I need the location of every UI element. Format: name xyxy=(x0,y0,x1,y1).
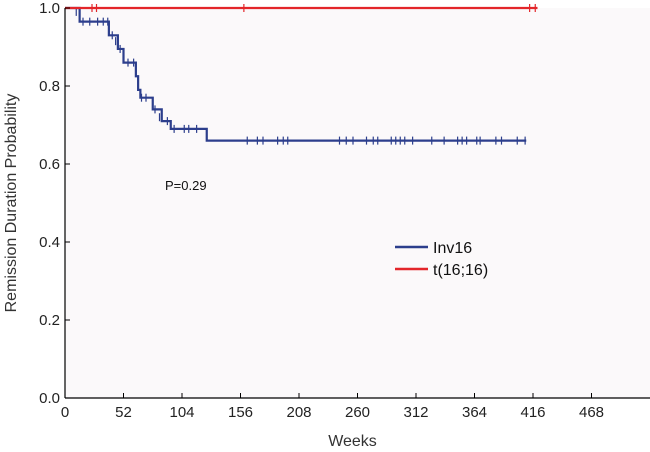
x-tick-label: 468 xyxy=(579,404,604,421)
x-tick-label: 312 xyxy=(403,404,428,421)
y-tick-label: 0.8 xyxy=(39,78,60,95)
y-tick-label: 0.2 xyxy=(39,312,60,329)
y-tick-label: 1.0 xyxy=(39,0,60,17)
x-axis-title: Weeks xyxy=(328,433,377,450)
y-tick-label: 0.4 xyxy=(39,234,60,251)
x-tick-label: 208 xyxy=(286,404,311,421)
series-line-0 xyxy=(65,6,527,142)
series-layer xyxy=(65,4,538,145)
legend-label-inv16: Inv16 xyxy=(433,240,472,257)
legend: Inv16 t(16;16) xyxy=(395,240,488,279)
x-tick-label: 156 xyxy=(228,404,253,421)
x-tick-label: 260 xyxy=(345,404,370,421)
x-tick-label: 0 xyxy=(61,404,69,421)
x-tick-label: 104 xyxy=(169,404,194,421)
axes-layer: 0 52 104 156 208 260 312 364 416 468 0.0 0.2 0.4 0.6 0… xyxy=(39,0,650,421)
x-tick-label: 364 xyxy=(462,404,487,421)
legend-label-t16-16: t(16;16) xyxy=(433,262,488,279)
x-tick-label: 52 xyxy=(115,404,132,421)
p-value-annotation: P=0.29 xyxy=(165,178,207,193)
y-axis-title: Remission Duration Probability xyxy=(3,94,20,313)
x-tick-label: 416 xyxy=(520,404,545,421)
plot-area xyxy=(65,8,650,398)
y-tick-label: 0.0 xyxy=(39,390,60,407)
y-tick-label: 0.6 xyxy=(39,156,60,173)
